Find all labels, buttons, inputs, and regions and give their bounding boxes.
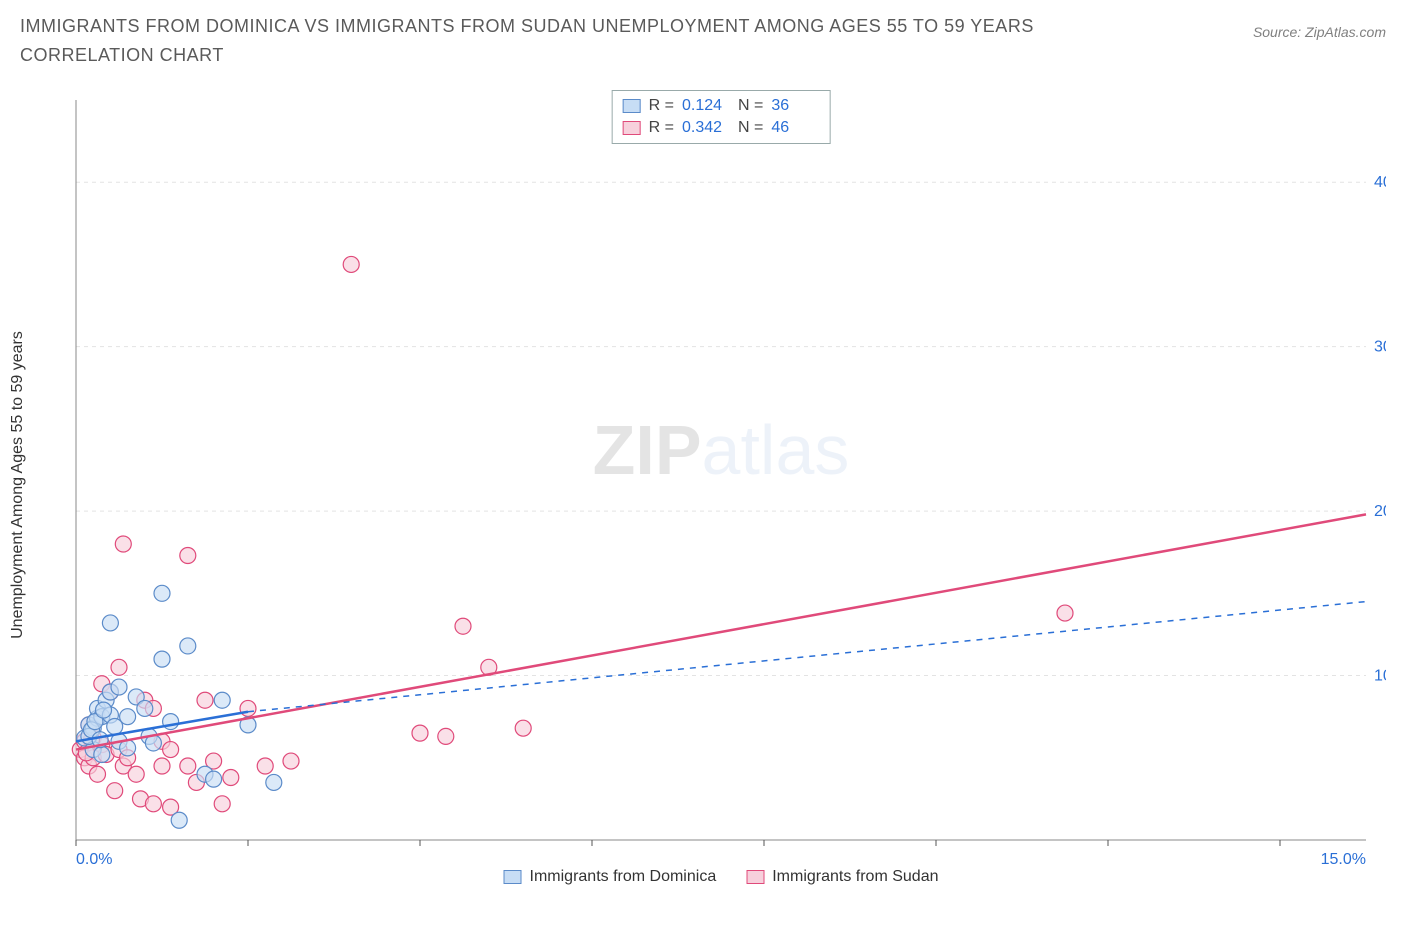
n-value-dominica: 36 bbox=[771, 97, 819, 115]
stats-row-dominica: R = 0.124 N = 36 bbox=[623, 95, 820, 117]
y-axis-label: Unemployment Among Ages 55 to 59 years bbox=[9, 331, 27, 639]
legend-swatch-dominica bbox=[504, 870, 522, 884]
svg-text:20.0%: 20.0% bbox=[1374, 503, 1386, 520]
chart-title: IMMIGRANTS FROM DOMINICA VS IMMIGRANTS F… bbox=[20, 12, 1120, 70]
svg-text:30.0%: 30.0% bbox=[1374, 339, 1386, 356]
stats-legend: R = 0.124 N = 36 R = 0.342 N = 46 bbox=[612, 90, 831, 144]
n-label-dominica: N = bbox=[738, 97, 763, 115]
n-value-sudan: 46 bbox=[771, 119, 819, 137]
legend-item-sudan: Immigrants from Sudan bbox=[746, 868, 938, 886]
svg-text:40.0%: 40.0% bbox=[1374, 174, 1386, 191]
r-value-dominica: 0.124 bbox=[682, 97, 730, 115]
header-row: IMMIGRANTS FROM DOMINICA VS IMMIGRANTS F… bbox=[0, 0, 1406, 70]
n-label-sudan: N = bbox=[738, 119, 763, 137]
svg-text:15.0%: 15.0% bbox=[1321, 851, 1366, 868]
legend-item-dominica: Immigrants from Dominica bbox=[504, 868, 717, 886]
svg-text:0.0%: 0.0% bbox=[76, 851, 112, 868]
legend-label-dominica: Immigrants from Dominica bbox=[530, 868, 717, 886]
r-label-sudan: R = bbox=[649, 119, 674, 137]
legend-label-sudan: Immigrants from Sudan bbox=[772, 868, 938, 886]
series-legend: Immigrants from Dominica Immigrants from… bbox=[504, 868, 939, 886]
chart-area: Unemployment Among Ages 55 to 59 years 0… bbox=[56, 90, 1386, 880]
stats-row-sudan: R = 0.342 N = 46 bbox=[623, 117, 820, 139]
r-label-dominica: R = bbox=[649, 97, 674, 115]
source-citation: Source: ZipAtlas.com bbox=[1253, 24, 1386, 40]
svg-text:10.0%: 10.0% bbox=[1374, 668, 1386, 685]
scatter-plot: 0.0% 15.0% 10.0% 20.0% 30.0% 40.0% bbox=[56, 90, 1386, 880]
swatch-dominica bbox=[623, 99, 641, 113]
swatch-sudan bbox=[623, 121, 641, 135]
r-value-sudan: 0.342 bbox=[682, 119, 730, 137]
legend-swatch-sudan bbox=[746, 870, 764, 884]
